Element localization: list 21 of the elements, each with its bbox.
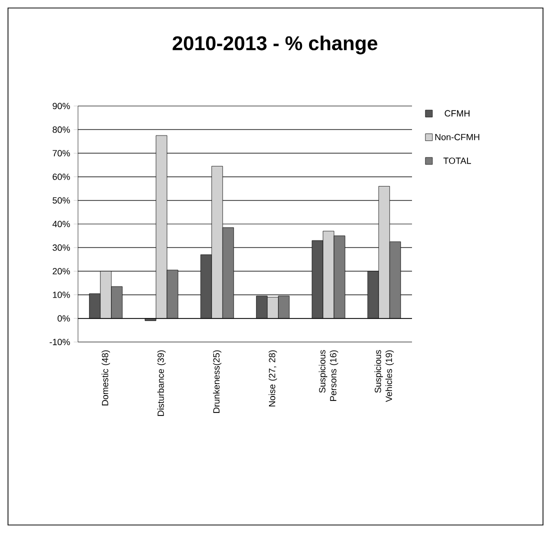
y-tick-label: 60% [52, 174, 70, 180]
y-tick-label: 80% [52, 126, 70, 133]
x-tick-label: Suspicious Vehicles (19) [374, 350, 394, 402]
legend-label: TOTAL [443, 158, 472, 164]
x-tick-label: Drunkeness(25) [212, 350, 222, 413]
y-tick-label: 70% [52, 150, 70, 156]
legend-label: Non-CFMH [435, 134, 480, 140]
legend-label: CFMH [444, 110, 470, 117]
x-tick-label: Domestic (48) [102, 350, 110, 406]
y-tick-label: 30% [52, 244, 70, 251]
y-tick-label: -10% [50, 338, 70, 346]
y-tick-label: 20% [52, 268, 70, 274]
y-tick-label: 0% [58, 315, 70, 322]
y-tick-label: 10% [52, 292, 70, 298]
x-tick-label: Suspicious Persons (16) [318, 350, 338, 401]
x-tick-label: Noise (27, 28) [268, 350, 278, 406]
x-tick-label: Disturbance (39) [157, 350, 166, 416]
chart-title: 2010-2013 - % change [172, 36, 378, 54]
y-tick-label: 40% [52, 220, 70, 228]
y-tick-label: 90% [52, 102, 70, 110]
y-tick-label: 50% [52, 197, 70, 204]
